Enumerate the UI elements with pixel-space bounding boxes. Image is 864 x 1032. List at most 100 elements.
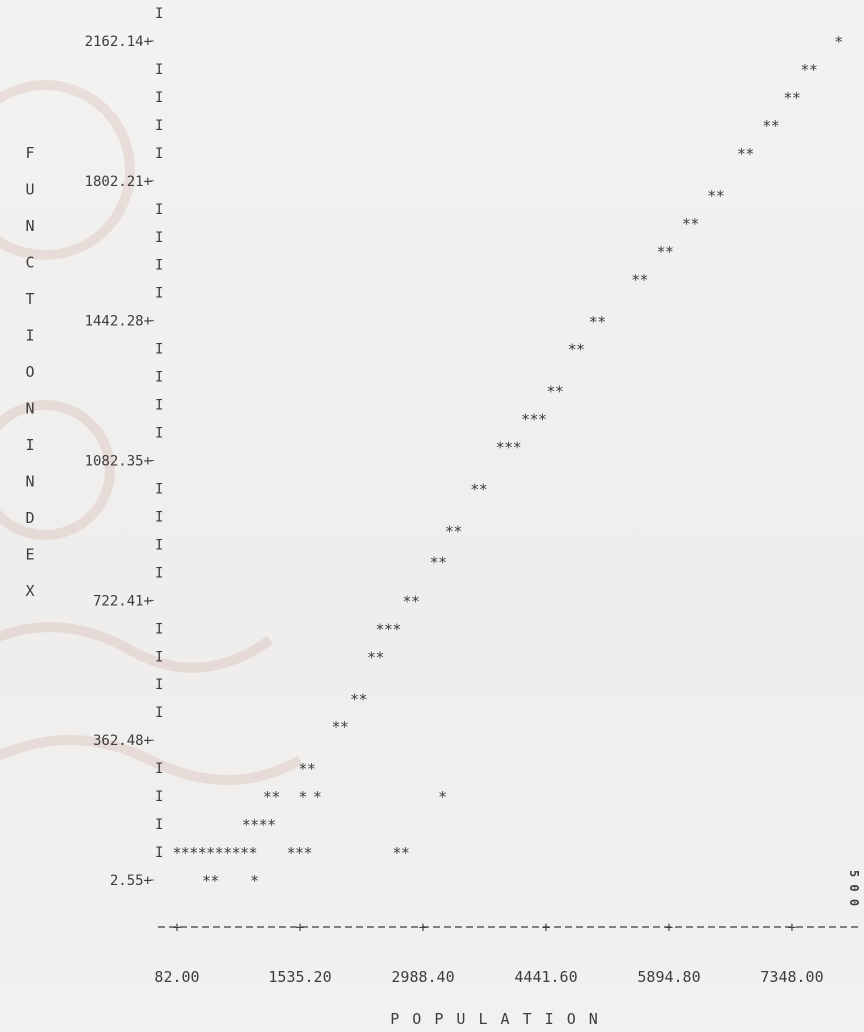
data-point: *	[181, 844, 190, 862]
x-tick-label: 2988.40	[391, 968, 454, 986]
data-point: *	[470, 481, 479, 499]
y-axis-label-letter: N	[25, 400, 34, 418]
data-point: *	[271, 788, 280, 806]
y-axis-segment: I	[155, 481, 163, 497]
x-axis-label: P O P U L A T I O N	[390, 1010, 600, 1028]
y-axis-segment: I	[155, 677, 163, 693]
data-point: *	[430, 553, 439, 571]
x-axis: +82.00 +1535.20 +2988.40 +4441.60 +5894.80 +7…	[154, 920, 858, 986]
y-axis-segment: I	[155, 342, 163, 358]
data-point: *	[762, 117, 771, 135]
y-axis-label: FUNCTION INDEX	[30, 1029, 39, 1031]
x-tick-plus: +	[542, 920, 550, 936]
data-point: *	[242, 816, 251, 834]
data-point: *	[792, 89, 801, 107]
x-tick-plus: +	[665, 920, 673, 936]
data-point: *	[745, 145, 754, 163]
data-point: *	[453, 523, 462, 541]
y-axis-segment: I	[155, 90, 163, 106]
data-point: *	[340, 718, 349, 736]
data-point: *	[403, 592, 412, 610]
data-point: *	[240, 844, 249, 862]
data-point: *	[210, 872, 219, 890]
y-axis-label-letter: U	[25, 181, 34, 199]
y-axis-segment: I	[155, 817, 163, 833]
data-point: *	[513, 439, 522, 457]
y-tick-label: 362.48+	[93, 733, 152, 749]
y-tick-label: 722.41+	[93, 593, 152, 609]
y-axis-segment: I	[155, 621, 163, 637]
x-tick-label: 5894.80	[637, 968, 700, 986]
data-point: *	[737, 145, 746, 163]
y-tick-label: 1082.35+	[85, 453, 152, 469]
data-point: *	[295, 844, 304, 862]
data-point: *	[438, 553, 447, 571]
data-points: * * * * * * * * * * * * * * ** * ** * * ** * * ** ** ** ** ** * ** **…	[172, 33, 843, 890]
data-point: *	[215, 844, 224, 862]
data-point: *	[250, 816, 259, 834]
data-point: *	[331, 718, 340, 736]
data-point: *	[298, 760, 307, 778]
data-point: *	[546, 383, 555, 401]
data-point: *	[350, 690, 359, 708]
data-point: *	[631, 271, 640, 289]
y-axis-label-letter: N	[25, 217, 34, 235]
data-point: *	[504, 439, 513, 457]
y-axis-label-letter: D	[25, 509, 34, 527]
x-tick-plus: +	[296, 920, 304, 936]
x-tick-label: 82.00	[154, 968, 199, 986]
data-point: *	[479, 481, 488, 499]
data-point: *	[597, 313, 606, 331]
y-axis-label-letter: E	[25, 546, 34, 564]
y-tick-label: 1442.28+	[85, 314, 152, 330]
data-point: *	[529, 411, 538, 429]
y-axis-segment: I	[155, 845, 163, 861]
y-axis-segment: I	[155, 286, 163, 302]
data-point: *	[263, 788, 272, 806]
data-point: *	[298, 788, 307, 806]
y-tick-label: 2.55+	[110, 873, 152, 889]
data-point: *	[367, 648, 376, 666]
x-tick-label: 4441.60	[514, 968, 577, 986]
y-axis-label-letter: I	[25, 327, 34, 345]
data-point: *	[640, 271, 649, 289]
data-point: *	[521, 411, 530, 429]
data-point: *	[206, 844, 215, 862]
x-tick-plus: +	[419, 920, 427, 936]
y-axis-segment: I	[155, 537, 163, 553]
data-point: *	[198, 844, 207, 862]
data-point: *	[223, 844, 232, 862]
y-axis-segment: I	[155, 6, 163, 22]
data-point: *	[304, 844, 313, 862]
data-point: *	[809, 61, 818, 79]
data-point: *	[313, 788, 322, 806]
y-axis-segment: I	[155, 370, 163, 386]
data-point: *	[232, 844, 241, 862]
data-point: *	[172, 844, 181, 862]
data-point: *	[248, 844, 257, 862]
axis-labels: P O P U L A T I O NFUNCTIONINDEXFUNCTION…	[25, 144, 861, 1031]
data-point: *	[589, 313, 598, 331]
data-point: *	[267, 816, 276, 834]
data-point: *	[783, 89, 792, 107]
data-point: *	[375, 620, 384, 638]
y-axis-segment: I	[155, 761, 163, 777]
data-point: *	[716, 187, 725, 205]
y-axis-label-letter: O	[25, 363, 34, 381]
data-point: *	[555, 383, 564, 401]
data-point: *	[189, 844, 198, 862]
data-point: *	[707, 187, 716, 205]
x-tick-plus: +	[788, 920, 796, 936]
data-point: *	[665, 243, 674, 261]
data-point: *	[800, 61, 809, 79]
y-axis-label-letter: C	[25, 254, 34, 272]
data-point: *	[496, 439, 505, 457]
data-point: *	[438, 788, 447, 806]
y-axis-label-letter: F	[25, 144, 34, 162]
y-axis-segment: I	[155, 509, 163, 525]
data-point: *	[202, 872, 211, 890]
data-point: *	[359, 690, 368, 708]
y-axis-segment: I	[155, 789, 163, 805]
